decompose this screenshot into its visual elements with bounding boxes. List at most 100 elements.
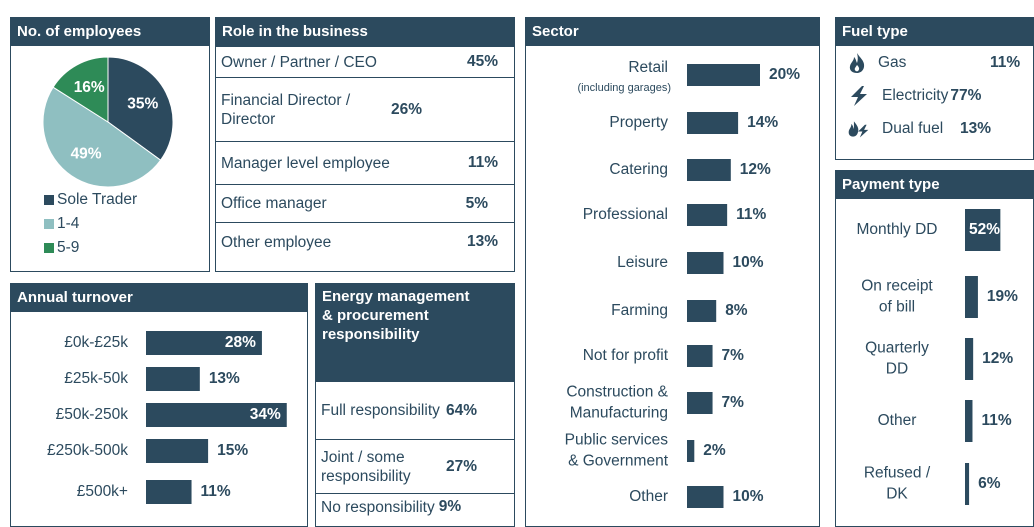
bar	[687, 440, 695, 462]
value-label: 12%	[982, 350, 1013, 367]
value-label: 34%	[250, 406, 281, 423]
category-note: (including garages)	[577, 82, 671, 94]
slice-label: 16%	[74, 79, 105, 96]
cell: 64%	[446, 401, 478, 419]
panel-title: Energy management & procurement responsi…	[316, 284, 514, 381]
category-label: Property	[609, 114, 668, 131]
legend-swatch	[44, 243, 54, 253]
bar	[687, 64, 760, 86]
category-label: Leisure	[617, 254, 668, 271]
bar	[687, 204, 728, 226]
pie-slice	[52, 56, 109, 123]
bar	[965, 209, 1001, 251]
table-row: Joint / some responsibility 27%	[316, 439, 514, 493]
bar	[687, 486, 724, 508]
cell: 13%	[466, 233, 498, 250]
panel-title: Role in the business	[216, 18, 514, 46]
panel-title: Annual turnover	[11, 284, 307, 312]
bar	[687, 392, 713, 414]
bar	[687, 112, 739, 134]
category-label: £25k-50k	[64, 370, 128, 387]
bar	[146, 480, 192, 504]
cell: No responsibility	[321, 498, 435, 516]
value-label: 8%	[725, 302, 748, 319]
category-label: Monthly DD	[857, 221, 938, 238]
legend-label: 1-4	[57, 215, 80, 232]
category-label: Catering	[609, 161, 668, 178]
category-label: £0k-£25k	[64, 334, 128, 351]
value-label: 11%	[981, 412, 1011, 429]
bar	[687, 252, 724, 274]
value-label: 6%	[978, 475, 1001, 492]
panel-title: Sector	[526, 18, 819, 46]
slice-label: 49%	[71, 145, 102, 162]
cell: 26%	[391, 100, 423, 118]
value-label: 52%	[969, 221, 1000, 238]
bar	[965, 400, 973, 442]
bar	[146, 367, 200, 391]
slice-label: 35%	[127, 95, 158, 112]
value-label: 13%	[209, 370, 240, 387]
table-row: Office manager 5%	[216, 184, 514, 222]
value-label: 7%	[722, 347, 745, 364]
cell: 11%	[467, 154, 498, 171]
category-label: £250k-500k	[47, 442, 128, 459]
category-label: £50k-250k	[56, 406, 129, 423]
pie-slice	[42, 86, 162, 188]
category-label: Construction & Manufacturing	[566, 384, 668, 422]
category-label: Not for profit	[583, 347, 669, 364]
value-label: 10%	[733, 488, 764, 505]
role-panel: Role in the business Owner / Partner / C…	[215, 17, 515, 272]
cell: 27%	[446, 457, 478, 475]
category-label: £500k+	[77, 483, 128, 500]
cell: Office manager	[221, 195, 327, 212]
cell: Manager level employee	[221, 154, 390, 172]
legend-label: Sole Trader	[57, 191, 137, 208]
value-label: 2%	[703, 442, 726, 459]
category-label: Farming	[611, 302, 668, 319]
value-label: 11%	[201, 483, 231, 500]
table-row: Other employee 13%	[216, 222, 514, 261]
value-label: 12%	[740, 161, 771, 178]
value-label: 20%	[769, 66, 800, 83]
table-row: Gas 11%	[836, 46, 1033, 79]
legend-swatch	[44, 219, 54, 229]
category-label: Refused / DK	[864, 465, 931, 503]
bolt-icon	[848, 85, 870, 107]
cell: 5%	[465, 194, 488, 212]
bar	[146, 331, 262, 355]
cell: 45%	[466, 53, 498, 70]
energy-panel: Energy management & procurement responsi…	[315, 283, 515, 527]
value-label: 15%	[217, 442, 248, 459]
cell: Other employee	[221, 233, 332, 251]
value-label: 10%	[733, 254, 764, 271]
cell: Gas	[878, 54, 907, 71]
cell: Electricity	[882, 87, 949, 104]
category-label: On receipt of bill	[861, 278, 933, 316]
category-label: Retail	[628, 59, 668, 76]
panel-title: No. of employees	[11, 18, 209, 46]
cell: Full responsibility	[321, 402, 440, 419]
legend-swatch	[44, 195, 54, 205]
bar	[687, 300, 717, 322]
category-label: Other	[629, 488, 668, 505]
sector-panel: Sector	[525, 17, 820, 527]
pie-slice	[107, 56, 174, 161]
table-row: Electricity 77%	[836, 79, 1033, 112]
value-label: 14%	[747, 114, 778, 131]
cell: 77%	[950, 86, 982, 104]
cell: Owner / Partner / CEO	[221, 53, 377, 71]
cell: 13%	[960, 119, 992, 137]
bar	[965, 338, 974, 380]
table-row: Owner / Partner / CEO 45%	[216, 46, 514, 77]
bar	[687, 345, 713, 367]
table-row: No responsibility 9%	[316, 493, 514, 520]
category-label: Quarterly DD	[865, 340, 929, 378]
cell: Financial Director / Director	[221, 91, 351, 128]
bar	[146, 403, 287, 427]
value-label: 19%	[987, 288, 1018, 305]
bar	[687, 159, 731, 181]
category-label: Public services & Government	[565, 432, 669, 470]
